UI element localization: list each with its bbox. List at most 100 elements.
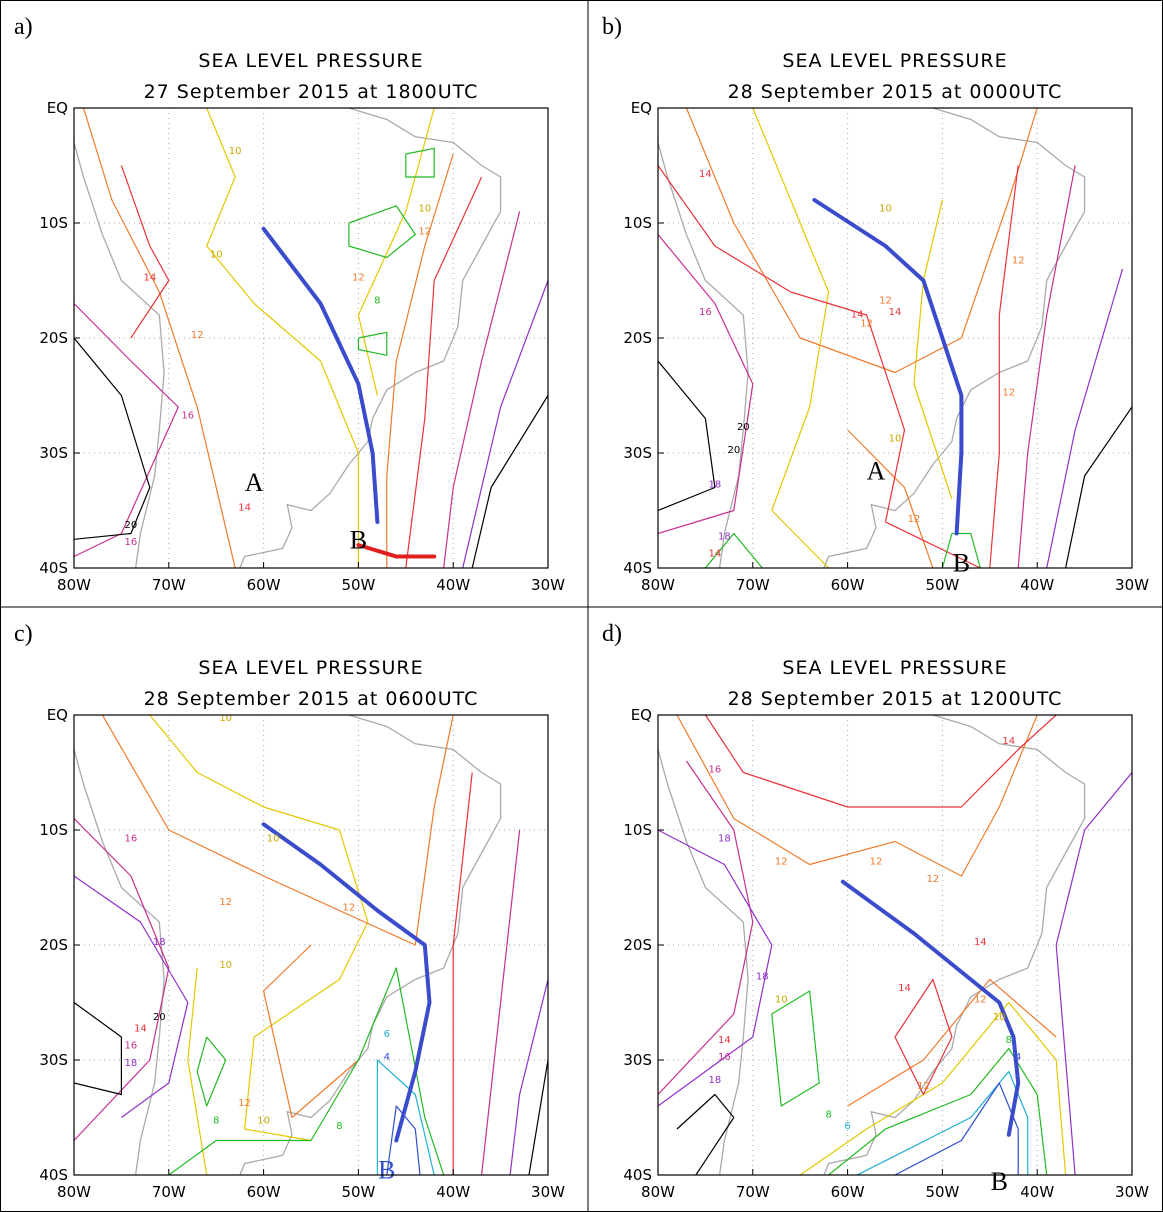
contour-label: 8 (374, 296, 380, 307)
x-tick-label: 70W (736, 1183, 770, 1201)
contour-label: 18 (153, 937, 166, 948)
contour-label: 12 (352, 273, 365, 284)
contour-label: 20 (125, 520, 138, 531)
marker-label: A (245, 468, 264, 497)
panel-subtitle: 28 September 2015 at 0600UTC (144, 688, 479, 710)
contour-label: 14 (134, 1023, 147, 1034)
trough-line (261, 226, 380, 524)
isobar (74, 875, 189, 1118)
y-tick-label: 40S (623, 1166, 652, 1184)
x-tick-label: 60W (831, 576, 865, 594)
contour-label: 16 (181, 411, 194, 422)
contour-label: 6 (844, 1121, 850, 1132)
marker-label: A (867, 456, 886, 485)
plot-frame (657, 714, 1133, 1176)
contour-label: 14 (1002, 736, 1015, 747)
coastline (239, 715, 502, 1175)
marker-label: B (953, 548, 970, 577)
isobar (752, 108, 830, 568)
contour-label: 14 (718, 1035, 731, 1046)
isobar (168, 967, 445, 1175)
map: 10 10 12 12 16 18 20 14 16 18 10 8 12 10 8 6 4 (74, 715, 548, 1175)
contour-label: 12 (927, 874, 940, 885)
x-tick-label: 60W (247, 576, 281, 594)
isobar (509, 979, 548, 1175)
isobar (658, 234, 754, 535)
y-tick-label: 30S (39, 444, 68, 462)
isobar (74, 303, 179, 558)
contour-label: 12 (219, 897, 232, 908)
isobar (405, 147, 435, 178)
contour-label: 12 (418, 227, 431, 238)
contour-label: 14 (699, 169, 712, 180)
isobar (405, 176, 483, 568)
isobar (847, 978, 1057, 1107)
isobar (1065, 406, 1132, 568)
x-tick-label: 80W (641, 1183, 675, 1201)
isobar (196, 1036, 227, 1107)
marker-label: B (378, 1155, 395, 1184)
contour-label: 14 (709, 549, 722, 560)
x-tick-label: 40W (1020, 1183, 1054, 1201)
isobar (658, 360, 716, 512)
isobar (74, 1002, 123, 1096)
contour-label: 14 (851, 309, 864, 320)
y-tick-label: 20S (39, 936, 68, 954)
panel-letter: b) (602, 14, 622, 40)
contour-label: 18 (125, 1058, 138, 1069)
coastline (74, 749, 165, 1175)
contour-label: 10 (267, 834, 280, 845)
contour-label: 12 (238, 1098, 251, 1109)
contour-label: 20 (153, 1012, 166, 1023)
isobar (894, 1082, 1019, 1175)
isobar (704, 532, 763, 568)
contour-label: 10 (257, 1115, 270, 1126)
contour-label: 12 (1012, 255, 1025, 266)
x-tick-label: 70W (736, 576, 770, 594)
y-tick-label: 20S (623, 936, 652, 954)
contour-label: 10 (993, 1012, 1006, 1023)
y-tick-label: EQ (631, 99, 652, 117)
x-tick-label: 50W (341, 1183, 375, 1201)
y-tick-label: EQ (47, 706, 68, 724)
y-tick-label: 10S (39, 821, 68, 839)
x-tick-label: 80W (641, 576, 675, 594)
contour-label: 16 (125, 1041, 138, 1052)
isobar (685, 108, 1038, 374)
contour-label: 16 (709, 765, 722, 776)
contour-label: 12 (775, 857, 788, 868)
x-tick-label: 60W (247, 1183, 281, 1201)
contour-label: 18 (709, 480, 722, 491)
contour-label: 16 (125, 537, 138, 548)
contour-label: 10 (219, 960, 232, 971)
x-tick-label: 40W (1020, 576, 1054, 594)
contour-label: 14 (889, 307, 902, 318)
y-tick-label: 30S (623, 444, 652, 462)
contour-label: 14 (143, 273, 156, 284)
panel: d) SEA LEVEL PRESSURE 28 September 2015 at… (602, 621, 1149, 1201)
isobar (149, 715, 369, 1142)
trough-line (261, 822, 432, 1143)
isobar (82, 108, 236, 568)
isobar (452, 772, 473, 1175)
isobar (799, 1001, 1067, 1175)
coastline (658, 142, 749, 568)
contour-label: 18 (709, 1075, 722, 1086)
contour-label: 14 (238, 503, 251, 514)
contour-label: 16 (699, 307, 712, 318)
contour-label: 12 (908, 514, 921, 525)
isobar (471, 395, 548, 568)
isobar (357, 108, 435, 396)
x-tick-label: 80W (57, 576, 91, 594)
isobar (658, 165, 981, 568)
x-tick-label: 80W (57, 1183, 91, 1201)
panel-subtitle: 27 September 2015 at 1800UTC (144, 81, 479, 103)
y-tick-label: 40S (623, 559, 652, 577)
x-tick-label: 50W (925, 576, 959, 594)
front-line (356, 543, 437, 559)
panel-subtitle: 28 September 2015 at 0000UTC (728, 81, 1063, 103)
y-tick-label: 30S (623, 1051, 652, 1069)
